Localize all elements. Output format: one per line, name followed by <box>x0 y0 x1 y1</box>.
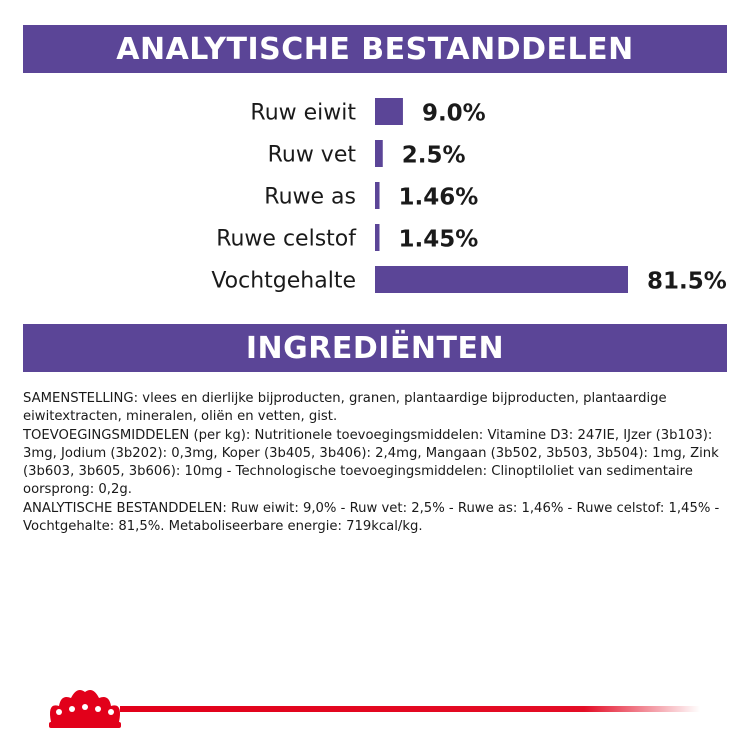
value-label: 1.45% <box>399 227 479 253</box>
value-label: 2.5% <box>402 143 466 169</box>
value-label: 9.0% <box>422 101 486 127</box>
bar <box>375 266 628 293</box>
ingredients-header-title: INGREDIËNTEN <box>245 330 505 366</box>
analysis-header: ANALYTISCHE BESTANDDELEN <box>23 25 727 73</box>
analysis-paragraph: ANALYTISCHE BESTANDDELEN: Ruw eiwit: 9,0… <box>23 500 720 535</box>
additives-paragraph: TOEVOEGINGSMIDDELEN (per kg): Nutritione… <box>23 427 719 498</box>
crown-icon <box>49 690 121 728</box>
ingredients-text: SAMENSTELLING: vlees en dierlijke bijpro… <box>23 390 733 536</box>
ingredients-header: INGREDIËNTEN <box>23 324 727 372</box>
bar <box>375 224 380 251</box>
analysis-header-title: ANALYTISCHE BESTANDDELEN <box>116 31 634 67</box>
category-label: Ruwe celstof <box>216 227 357 252</box>
category-label: Ruw eiwit <box>250 101 356 126</box>
category-label: Ruw vet <box>268 143 357 168</box>
bar <box>375 182 380 209</box>
footer-red-stripe <box>120 706 700 712</box>
composition-paragraph: SAMENSTELLING: vlees en dierlijke bijpro… <box>23 391 667 425</box>
category-label: Vochtgehalte <box>211 269 356 294</box>
footer-graphic <box>49 690 700 728</box>
value-label: 1.46% <box>399 185 479 211</box>
bar <box>375 98 403 125</box>
category-label: Ruwe as <box>264 185 356 210</box>
value-label: 81.5% <box>647 269 727 295</box>
footer <box>0 680 750 740</box>
nutrient-bar-chart: Ruw eiwit 9.0% Ruw vet 2.5% Ruwe as 1.46% Ruwe… <box>211 98 727 295</box>
bar <box>375 140 383 167</box>
